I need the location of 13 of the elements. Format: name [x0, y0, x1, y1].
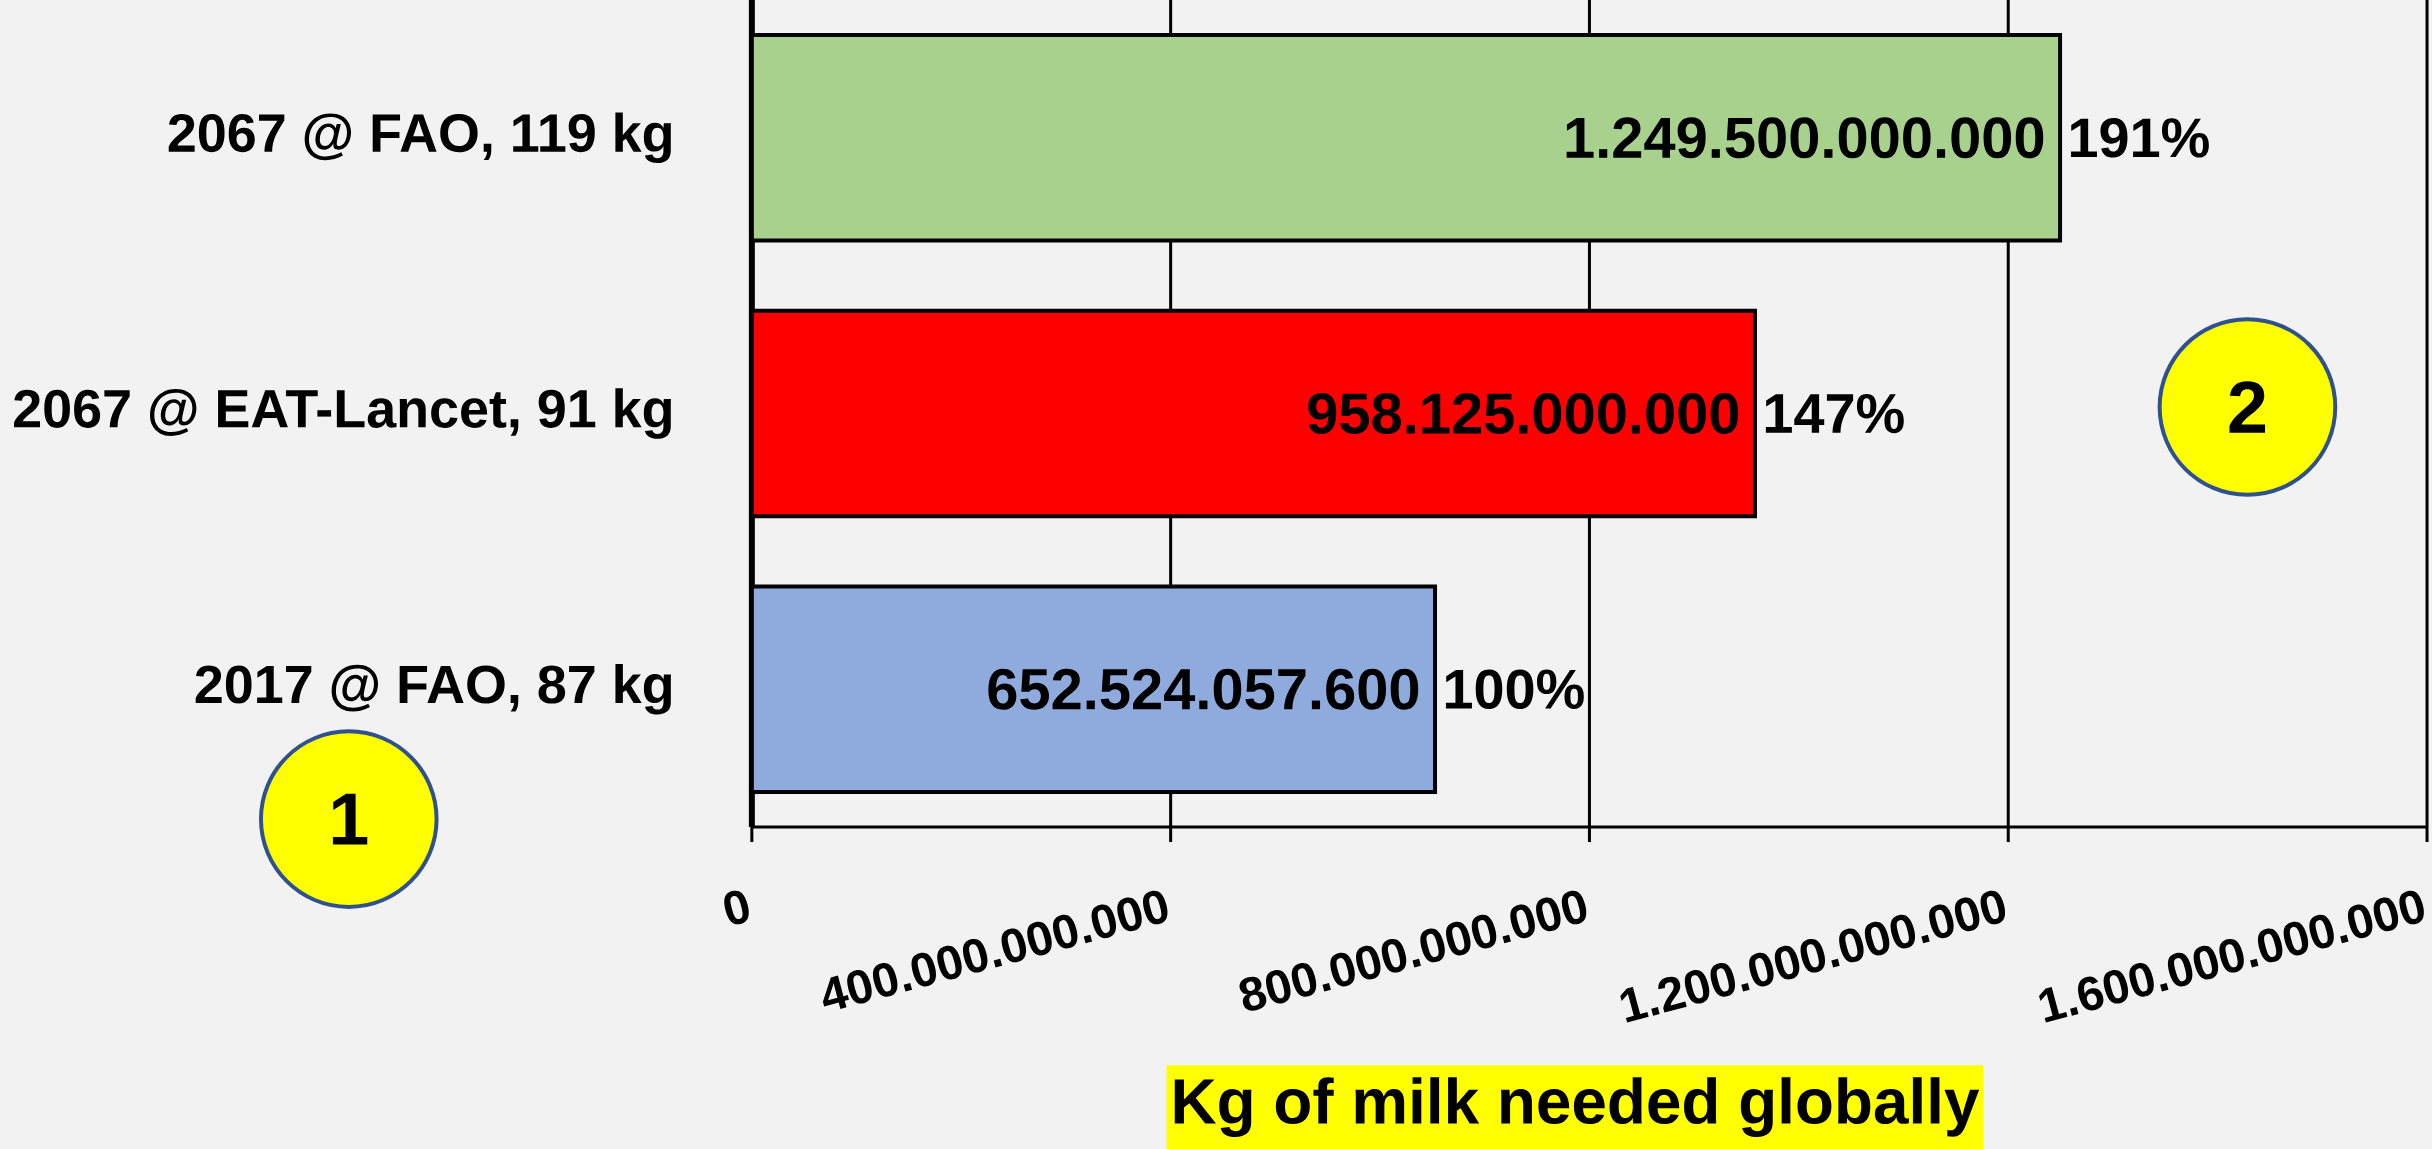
- y-tick-label: 2067 @ EAT-Lancet, 91 kg: [14, 388, 671, 439]
- annotation: 191%: [2070, 117, 2209, 158]
- data-label: 958.125.000.000: [1308, 392, 1739, 434]
- y-tick-label: 2017 @ FAO, 87 kg: [195, 663, 671, 715]
- y-tick-label: 2067 @ FAO, 119 kg: [168, 112, 671, 163]
- annotation: 100%: [1445, 669, 1584, 709]
- annotation: 147%: [1765, 393, 1904, 434]
- data-label: 1.249.500.000.000: [1566, 117, 2044, 159]
- x-axis-title: Kg of milk needed globally: [1174, 1077, 1980, 1137]
- data-label: 652.524.057.600: [988, 668, 1419, 710]
- x-tick-label: 0: [724, 890, 749, 925]
- text: 1: [332, 793, 368, 845]
- annotation: 2: [2229, 381, 2266, 433]
